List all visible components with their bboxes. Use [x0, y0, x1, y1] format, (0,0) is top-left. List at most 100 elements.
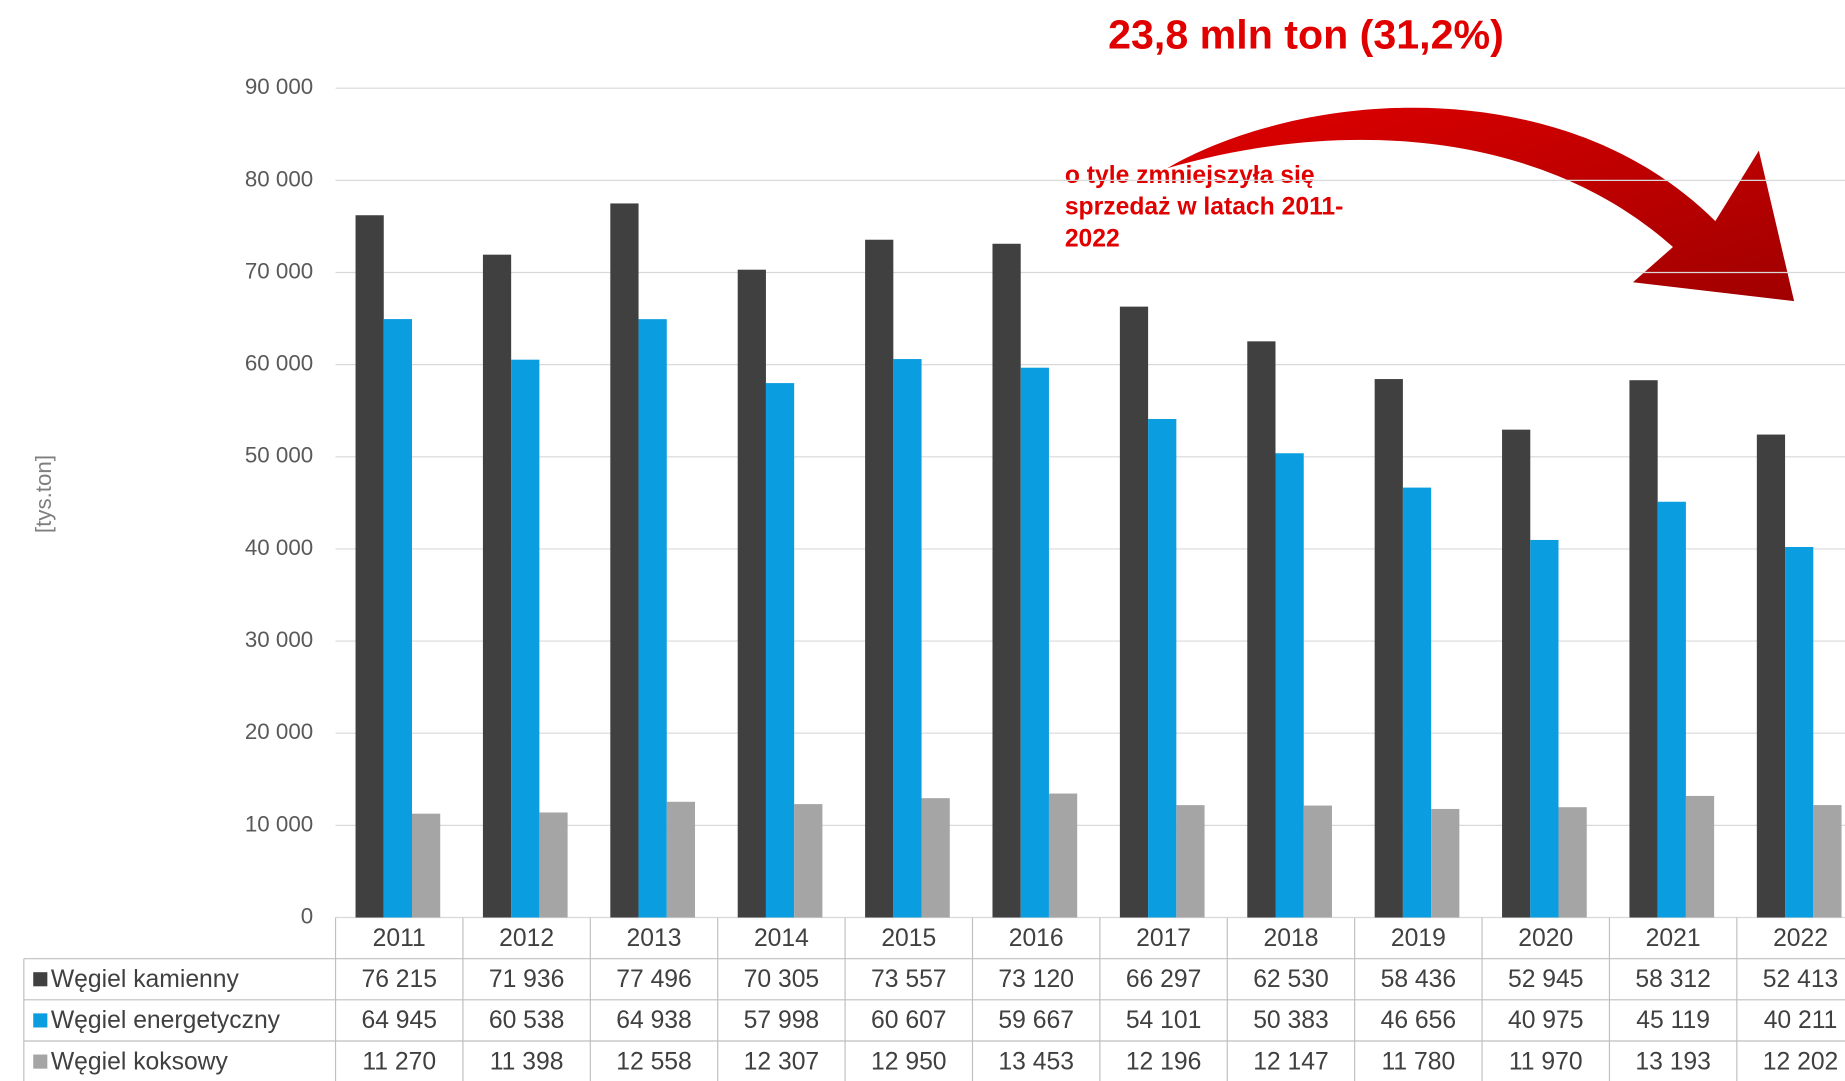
- x-tick-label: 2014: [754, 925, 809, 952]
- table-cell: 12 307: [744, 1048, 820, 1075]
- table-cell: 66 297: [1126, 966, 1202, 993]
- bar: [1431, 809, 1459, 918]
- bar: [1247, 341, 1275, 917]
- bar: [1049, 794, 1077, 918]
- bar: [766, 383, 794, 917]
- table-cell: 58 312: [1635, 966, 1711, 993]
- table-cell: 71 936: [489, 966, 565, 993]
- bar: [922, 798, 950, 917]
- bar: [610, 203, 638, 917]
- y-tick-label: 70 000: [245, 258, 313, 283]
- bar: [865, 240, 893, 918]
- bar: [893, 359, 921, 917]
- table-cell: 12 147: [1253, 1048, 1329, 1075]
- bar: [1176, 805, 1204, 917]
- table-cell: 40 975: [1508, 1007, 1584, 1034]
- table-cell: 11 398: [490, 1048, 564, 1075]
- bar: [794, 804, 822, 917]
- table-cell: 58 436: [1381, 966, 1457, 993]
- bar: [384, 319, 412, 917]
- table-cell: 11 780: [1382, 1048, 1456, 1075]
- table-cell: 11 970: [1509, 1048, 1583, 1075]
- bar: [1276, 453, 1304, 917]
- table-cell: 62 530: [1253, 966, 1329, 993]
- bar: [412, 814, 440, 918]
- table-cell: 11 270: [362, 1048, 436, 1075]
- bar: [667, 802, 695, 918]
- table-cell: 64 938: [616, 1007, 692, 1034]
- bar: [1304, 806, 1332, 918]
- bar: [639, 319, 667, 917]
- bar: [738, 270, 766, 918]
- x-tick-label: 2013: [627, 925, 682, 952]
- chart: 23,8 mln ton (31,2%) o tyle zmniejszyła …: [0, 0, 1845, 1081]
- bar: [1021, 368, 1049, 918]
- table-cell: 12 202: [1763, 1048, 1839, 1075]
- y-tick-label: 40 000: [245, 535, 313, 560]
- x-tick-label: 2018: [1264, 925, 1319, 952]
- bar: [1120, 307, 1148, 918]
- y-tick-label: 50 000: [245, 443, 313, 468]
- table-cell: 60 607: [871, 1007, 947, 1034]
- bar: [992, 244, 1020, 918]
- x-tick-label: 2022: [1773, 925, 1828, 952]
- table-cell: 57 998: [744, 1007, 820, 1034]
- table-cell: 64 945: [361, 1007, 437, 1034]
- x-tick-label: 2019: [1391, 925, 1446, 952]
- legend-swatch: [33, 1055, 47, 1069]
- y-tick-label: 90 000: [245, 74, 313, 99]
- bar: [356, 215, 384, 917]
- x-tick-label: 2015: [881, 925, 936, 952]
- table-cell: 40 211: [1764, 1007, 1838, 1034]
- bar: [1530, 540, 1558, 918]
- table-cell: 54 101: [1126, 1007, 1202, 1034]
- table-cell: 12 558: [616, 1048, 692, 1075]
- bar: [1629, 380, 1657, 917]
- annotation: o tyle zmniejszyła się: [1065, 162, 1315, 189]
- table-cell: 52 945: [1508, 966, 1584, 993]
- table-cell: 12 950: [871, 1048, 947, 1075]
- x-tick-label: 2016: [1009, 925, 1064, 952]
- table-cell: 13 193: [1635, 1048, 1711, 1075]
- y-tick-label: 30 000: [245, 627, 313, 652]
- bar: [1757, 435, 1785, 918]
- bar: [483, 255, 511, 918]
- x-tick-label: 2021: [1646, 925, 1701, 952]
- annotation: 2022: [1065, 225, 1120, 252]
- table-cell: 45 119: [1636, 1007, 1710, 1034]
- table-cell: 52 413: [1763, 966, 1839, 993]
- bar: [539, 812, 567, 917]
- x-tick-label: 2017: [1136, 925, 1191, 952]
- bar: [1403, 488, 1431, 918]
- chart-title: 23,8 mln ton (31,2%): [1108, 12, 1504, 58]
- bar: [1813, 805, 1841, 917]
- table-cell: 59 667: [998, 1007, 1074, 1034]
- bar: [1375, 379, 1403, 917]
- x-tick-label: 2011: [373, 925, 426, 952]
- table-cell: 46 656: [1381, 1007, 1457, 1034]
- legend-label: Węgiel koksowy: [51, 1048, 229, 1075]
- table-cell: 12 196: [1126, 1048, 1202, 1075]
- y-tick-label: 20 000: [245, 719, 313, 744]
- bar: [1148, 419, 1176, 917]
- y-tick-label: 60 000: [245, 351, 313, 376]
- legend-label: Węgiel kamienny: [51, 966, 240, 993]
- legend-swatch: [33, 1013, 47, 1027]
- page: {"chart_data": {"type": "bar", "title": …: [0, 0, 1845, 1081]
- y-tick-label: 10 000: [245, 811, 313, 836]
- bar: [1686, 796, 1714, 918]
- legend-label: Węgiel energetyczny: [51, 1007, 281, 1034]
- table-cell: 13 453: [998, 1048, 1074, 1075]
- legend-swatch: [33, 972, 47, 986]
- y-axis-label: [tys.ton]: [31, 455, 56, 533]
- y-tick-label: 0: [301, 903, 313, 928]
- x-tick-label: 2012: [499, 925, 554, 952]
- bar: [1658, 502, 1686, 918]
- table-cell: 60 538: [489, 1007, 565, 1034]
- table-cell: 73 557: [871, 966, 947, 993]
- x-tick-label: 2020: [1518, 925, 1573, 952]
- table-cell: 76 215: [361, 966, 437, 993]
- y-tick-label: 80 000: [245, 166, 313, 191]
- annotation: sprzedaż w latach 2011-: [1065, 194, 1344, 221]
- bar: [511, 360, 539, 918]
